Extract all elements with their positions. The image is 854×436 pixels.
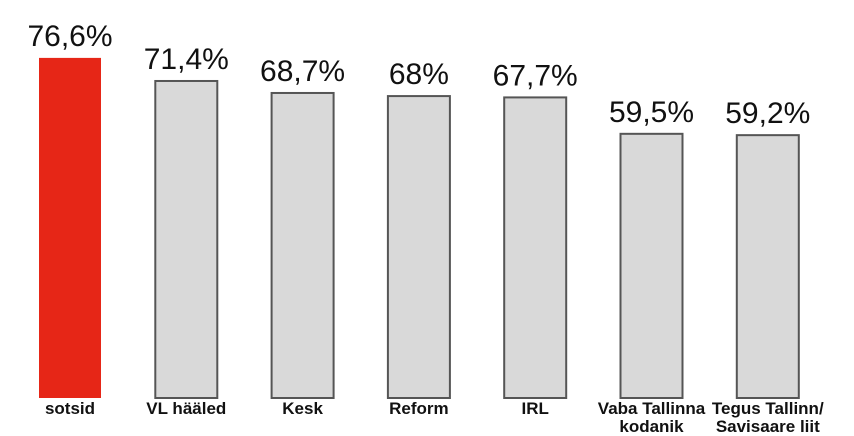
value-label: 68,7% — [260, 55, 345, 88]
category-label: Kesk — [282, 399, 323, 418]
bar — [39, 57, 101, 399]
value-label: 59,2% — [725, 97, 810, 130]
category-label: Vaba Tallinna kodanik — [597, 399, 706, 436]
bar — [386, 95, 451, 400]
value-label: 76,6% — [27, 20, 112, 53]
category-label: IRL — [521, 399, 549, 418]
bar — [503, 96, 568, 400]
category-label: sotsid — [44, 399, 96, 418]
bar — [619, 132, 684, 399]
value-label: 68% — [389, 58, 449, 91]
bar — [735, 134, 800, 399]
category-label: Tegus Tallinn/ Savisaare liit — [711, 399, 824, 436]
value-label: 59,5% — [609, 96, 694, 129]
category-label: VL hääled — [146, 399, 227, 418]
value-label: 67,7% — [493, 59, 578, 92]
value-label: 71,4% — [144, 43, 229, 76]
category-label: Reform — [389, 399, 449, 418]
bar — [154, 79, 219, 399]
bar — [270, 91, 335, 400]
